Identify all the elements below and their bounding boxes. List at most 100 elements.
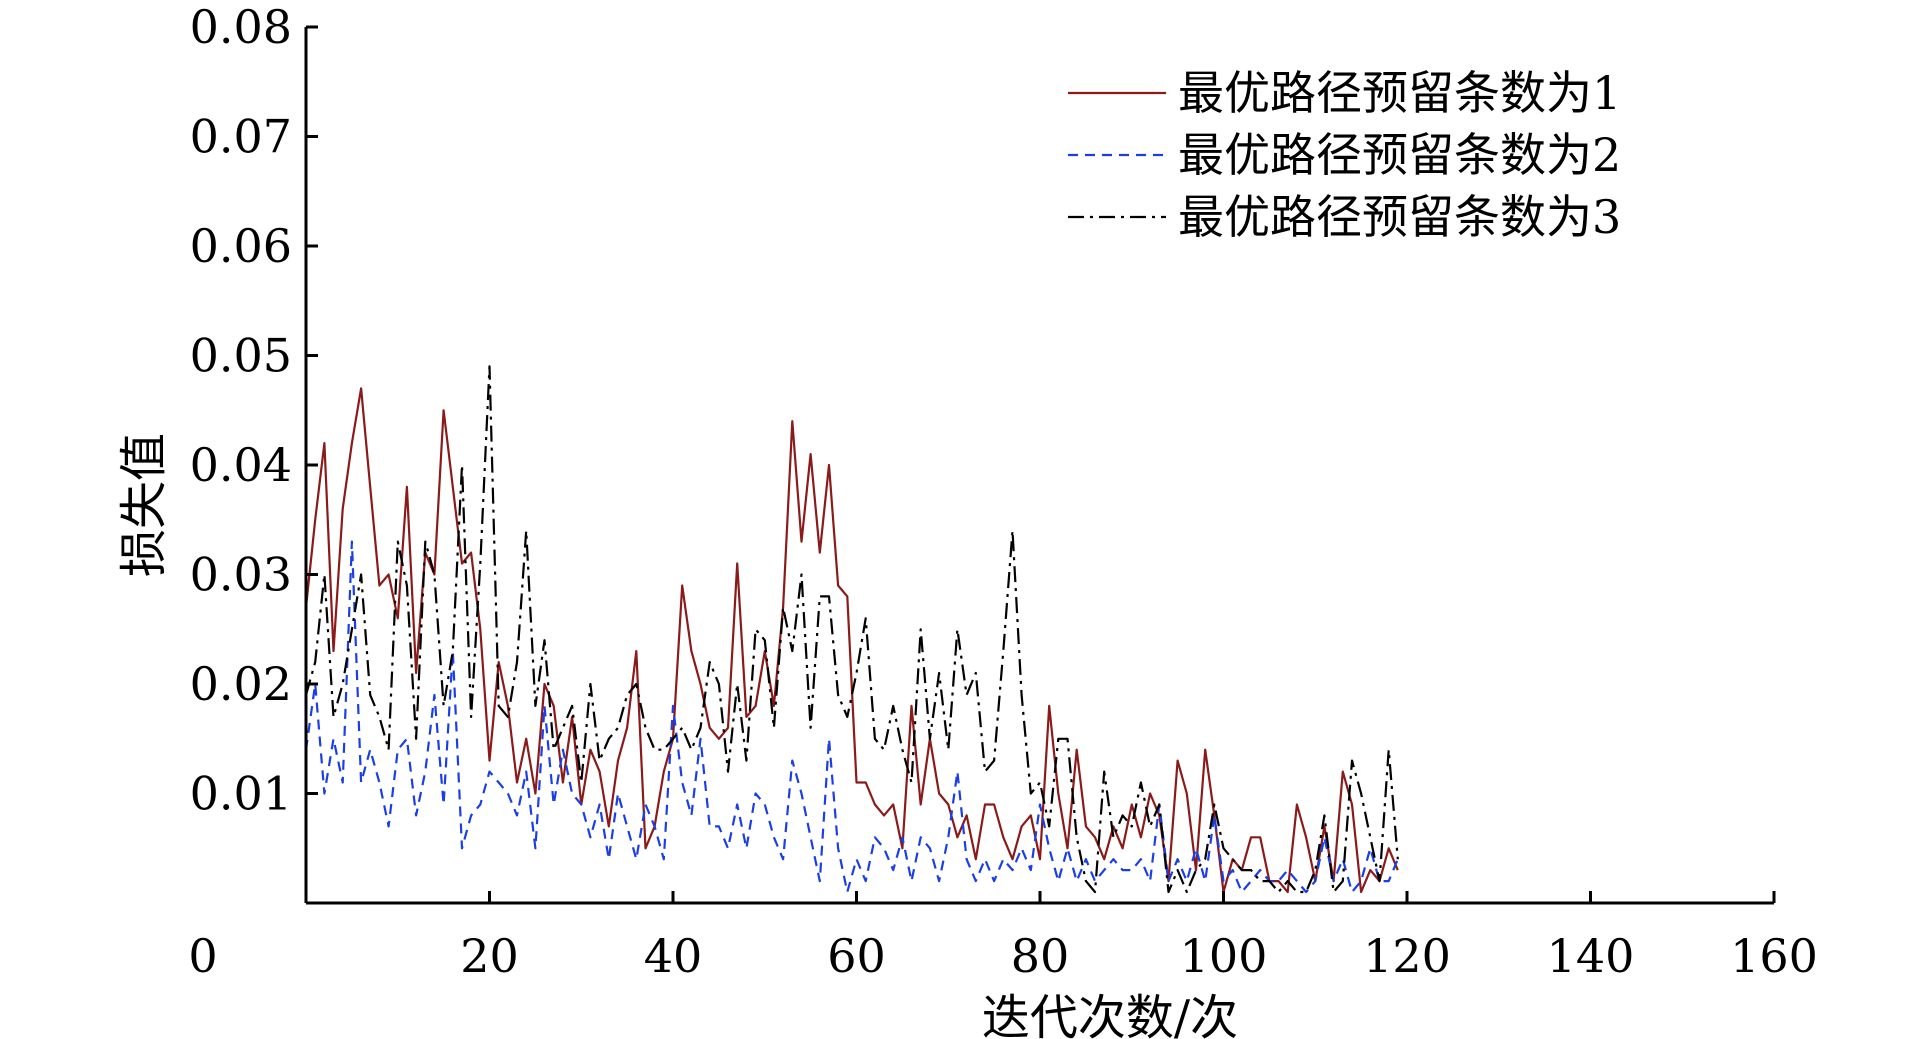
data-point	[1112, 858, 1115, 861]
data-point	[1195, 847, 1198, 850]
data-point	[1332, 880, 1335, 883]
data-point	[919, 836, 922, 839]
data-point	[314, 518, 317, 521]
data-point	[1378, 880, 1381, 883]
data-point	[1195, 869, 1198, 872]
data-point	[773, 705, 776, 708]
data-point	[938, 792, 941, 795]
data-point	[773, 726, 776, 729]
data-point	[626, 825, 629, 828]
data-point	[1305, 891, 1308, 894]
data-point	[864, 781, 867, 784]
data-point	[1158, 803, 1161, 806]
data-point	[993, 759, 996, 762]
data-point	[1286, 880, 1289, 883]
data-point	[341, 507, 344, 510]
data-point	[1323, 836, 1326, 839]
data-point	[800, 573, 803, 576]
data-point	[892, 705, 895, 708]
data-point	[1048, 705, 1051, 708]
data-point	[562, 781, 565, 784]
data-point	[1039, 803, 1042, 806]
data-point	[369, 486, 372, 489]
data-point	[901, 836, 904, 839]
data-point	[451, 486, 454, 489]
legend-label-3: 最优路径预留条数为3	[1178, 190, 1621, 244]
data-point	[1341, 880, 1344, 883]
data-point	[1103, 869, 1106, 872]
data-point	[1351, 891, 1354, 894]
y-tick-label: 0.04	[190, 438, 292, 492]
data-point	[690, 814, 693, 817]
data-point	[1029, 792, 1032, 795]
data-point	[552, 705, 555, 708]
data-point	[580, 803, 583, 806]
x-tick-label: 80	[1011, 929, 1070, 983]
data-point	[1387, 847, 1390, 850]
data-point	[1185, 792, 1188, 795]
data-point	[1029, 814, 1032, 817]
data-point	[644, 803, 647, 806]
data-point	[1029, 869, 1032, 872]
data-point	[1268, 880, 1271, 883]
data-point	[1250, 880, 1253, 883]
data-point	[736, 683, 739, 686]
data-point	[672, 737, 675, 740]
data-point	[929, 847, 932, 850]
data-point	[580, 781, 583, 784]
data-point	[332, 650, 335, 653]
series-points-2	[305, 540, 1400, 893]
data-point	[718, 737, 721, 740]
data-point	[956, 836, 959, 839]
data-point	[754, 628, 757, 631]
data-point	[956, 628, 959, 631]
data-point	[809, 726, 812, 729]
data-point	[1341, 770, 1344, 773]
data-point	[470, 814, 473, 817]
data-point	[415, 737, 418, 740]
y-tick-label: 0.06	[190, 219, 292, 273]
data-point	[507, 716, 510, 719]
data-point	[589, 836, 592, 839]
data-point	[984, 803, 987, 806]
data-point	[1149, 825, 1152, 828]
data-point	[1103, 858, 1106, 861]
data-point	[1075, 880, 1078, 883]
data-point	[351, 540, 354, 543]
data-point	[791, 420, 794, 423]
data-point	[598, 759, 601, 762]
x-tick-label: 60	[827, 929, 886, 983]
data-point	[782, 858, 785, 861]
data-point	[736, 562, 739, 565]
plot-area	[304, 365, 1400, 894]
data-point	[653, 825, 656, 828]
data-point	[378, 781, 381, 784]
data-point	[1387, 880, 1390, 883]
data-point	[1305, 836, 1308, 839]
data-point	[562, 726, 565, 729]
data-point	[1011, 529, 1014, 532]
data-point	[360, 781, 363, 784]
data-point	[607, 858, 610, 861]
data-point	[461, 464, 464, 467]
data-point	[1360, 880, 1363, 883]
data-point	[1286, 869, 1289, 872]
data-point	[1396, 869, 1399, 872]
data-point	[479, 562, 482, 565]
data-point	[1176, 858, 1179, 861]
legend-label-2: 最优路径预留条数为2	[1178, 128, 1621, 182]
data-point	[497, 705, 500, 708]
data-point	[1057, 880, 1060, 883]
data-point	[1039, 781, 1042, 784]
data-point	[800, 540, 803, 543]
data-point	[1167, 891, 1170, 894]
data-point	[745, 716, 748, 719]
data-point	[681, 726, 684, 729]
data-point	[846, 716, 849, 719]
data-point	[1259, 880, 1262, 883]
data-point	[451, 650, 454, 653]
data-point	[727, 770, 730, 773]
data-point	[406, 584, 409, 587]
data-point	[378, 716, 381, 719]
